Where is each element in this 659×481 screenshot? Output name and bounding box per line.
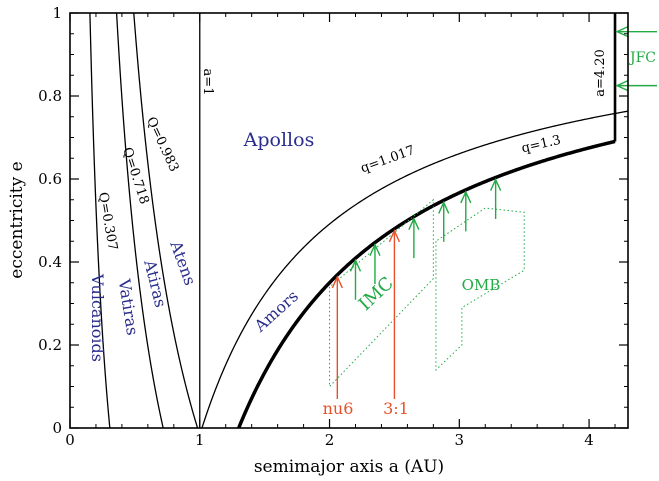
x-tick-label-3: 3 — [455, 431, 465, 449]
omb-region-outline — [435, 207, 525, 372]
arrows-layer — [331, 26, 657, 399]
region-label-atiras: Atiras — [140, 257, 170, 309]
x-tick-label-0: 0 — [65, 431, 75, 449]
curve-q-1-017 — [201, 110, 628, 429]
ticks-layer: 0 1 2 3 4 0 0.2 0.4 0.6 0.8 1 — [38, 4, 628, 449]
y-tick-label-0.2: 0.2 — [38, 336, 62, 354]
imc-region-outline — [329, 198, 434, 388]
y-tick-label-0.8: 0.8 — [38, 87, 62, 105]
curve-label-a1: a=1 — [200, 69, 215, 96]
green-arrow-2-head — [408, 216, 420, 230]
green-arrow-0-head — [349, 258, 362, 272]
green-arrow-4-head — [460, 190, 472, 204]
y-tick-label-0: 0 — [52, 419, 62, 437]
resonance-arrow-1-head — [388, 229, 401, 243]
green-arrow-5-head — [489, 177, 502, 191]
region-label-atens: Atens — [166, 237, 200, 287]
resonance-label-nu6: nu6 — [323, 399, 354, 418]
curve-q-0-718 — [115, 12, 164, 429]
region-label-vatiras: Vatiras — [114, 277, 142, 337]
y-tick-label-1: 1 — [52, 4, 62, 22]
curve-label-a420: a=4.20 — [593, 49, 608, 97]
curve-label-q0307: Q=0.307 — [95, 191, 120, 251]
x-tick-label-1: 1 — [195, 431, 205, 449]
region-label-vulcanoids: Vulcanoids — [88, 273, 107, 362]
curve-label-q13: q=1.3 — [520, 133, 562, 157]
x-tick-label-4: 4 — [584, 431, 594, 449]
region-label-apollos: Apollos — [243, 129, 315, 151]
green-arrow-1-head — [369, 242, 381, 256]
y-axis-label: eccentricity e — [7, 161, 27, 278]
resonance-label-3-1: 3:1 — [383, 399, 409, 418]
curve-label-q1017: q=1.017 — [359, 143, 417, 176]
y-tick-label-0.6: 0.6 — [38, 170, 62, 188]
x-tick-label-2: 2 — [325, 431, 335, 449]
curve-q-0-983 — [133, 12, 199, 429]
curves-layer — [89, 12, 628, 429]
curve-q-0-307 — [89, 12, 111, 429]
jfc-arrow-top-head — [615, 26, 629, 38]
curve-q-1-3 — [237, 139, 616, 429]
jfc-arrow-bottom-head — [615, 79, 629, 92]
x-axis-label: semimajor axis a (AU) — [254, 457, 444, 477]
source-label-jfc: JFC — [628, 50, 656, 66]
y-tick-label-0.4: 0.4 — [38, 253, 62, 271]
region-label-amors: Amors — [250, 286, 302, 336]
resonance-arrow-0-head — [331, 275, 343, 289]
green-arrow-3-head — [438, 200, 450, 214]
source-label-omb: OMB — [462, 276, 501, 294]
source-label-imc: IMC — [355, 273, 398, 315]
